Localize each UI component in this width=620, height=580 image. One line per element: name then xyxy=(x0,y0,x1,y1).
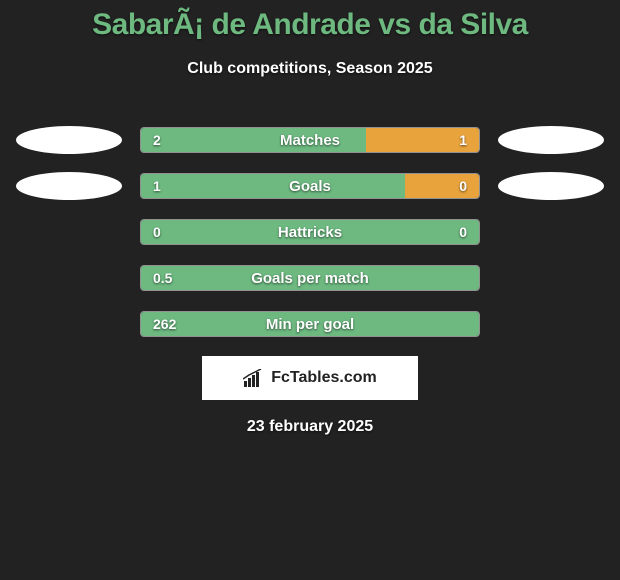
brand-box: FcTables.com xyxy=(202,356,418,400)
bar-right-fill xyxy=(366,128,479,152)
side-spacer xyxy=(498,310,604,338)
brand-text: FcTables.com xyxy=(271,369,377,387)
stat-bar: 0.5 Goals per match xyxy=(140,265,480,291)
stats-section: 2 Matches 1 1 Goals 0 0 xyxy=(0,126,620,338)
page-title: SabarÃ¡ de Andrade vs da Silva xyxy=(0,8,620,42)
bar-left-fill xyxy=(141,312,479,336)
bar-right-fill xyxy=(405,174,479,198)
side-spacer xyxy=(498,264,604,292)
bar-chart-icon xyxy=(243,369,265,387)
stat-bar: 2 Matches 1 xyxy=(140,127,480,153)
stat-bar: 262 Min per goal xyxy=(140,311,480,337)
player-right-oval xyxy=(498,172,604,200)
side-spacer xyxy=(16,218,122,246)
player-left-oval xyxy=(16,126,122,154)
comparison-card: SabarÃ¡ de Andrade vs da Silva Club comp… xyxy=(0,0,620,436)
side-spacer xyxy=(498,218,604,246)
player-left-oval xyxy=(16,172,122,200)
bar-left-fill xyxy=(141,128,366,152)
stat-row: 2 Matches 1 xyxy=(0,126,620,154)
stat-bar: 1 Goals 0 xyxy=(140,173,480,199)
player-right-oval xyxy=(498,126,604,154)
stat-bar: 0 Hattricks 0 xyxy=(140,219,480,245)
stat-row: 1 Goals 0 xyxy=(0,172,620,200)
subtitle: Club competitions, Season 2025 xyxy=(0,60,620,78)
bar-left-fill xyxy=(141,174,405,198)
bar-left-fill xyxy=(141,266,479,290)
side-spacer xyxy=(16,310,122,338)
side-spacer xyxy=(16,264,122,292)
stat-row: 262 Min per goal xyxy=(0,310,620,338)
stat-row: 0 Hattricks 0 xyxy=(0,218,620,246)
bar-left-fill xyxy=(141,220,479,244)
footer-date: 23 february 2025 xyxy=(0,418,620,436)
stat-row: 0.5 Goals per match xyxy=(0,264,620,292)
